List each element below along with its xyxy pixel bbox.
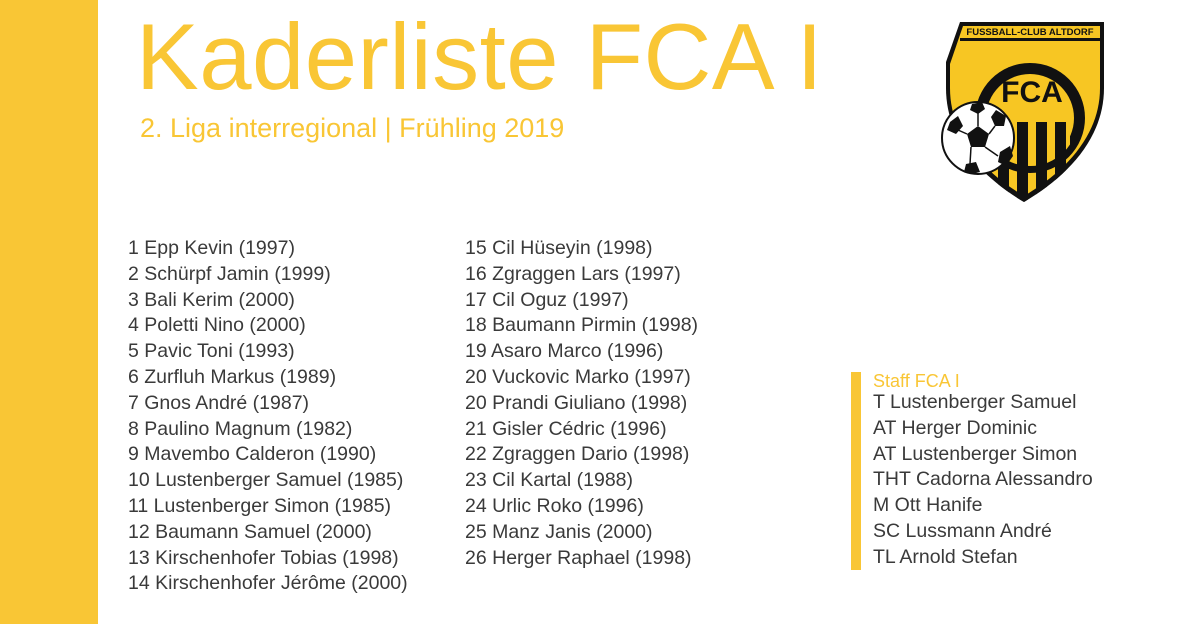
roster-entry: 6 Zurfluh Markus (1989) bbox=[128, 365, 337, 388]
roster-entry: 22 Zgraggen Dario (1998) bbox=[465, 443, 690, 466]
staff-entry: AT Lustenberger Simon bbox=[873, 442, 1078, 465]
staff-entry: SC Lussmann André bbox=[873, 519, 1052, 542]
roster-entry: 2 Schürpf Jamin (1999) bbox=[128, 262, 331, 285]
roster-entry: 14 Kirschenhofer Jérôme (2000) bbox=[128, 572, 408, 595]
staff-heading: Staff FCA I bbox=[873, 371, 960, 391]
staff-entry: THT Cadorna Alessandro bbox=[873, 468, 1093, 491]
roster-column-2: 15 Cil Hüseyin (1998) 16 Zgraggen Lars (… bbox=[465, 236, 698, 571]
roster-entry: 5 Pavic Toni (1993) bbox=[128, 340, 295, 363]
roster-entry: 20 Prandi Giuliano (1998) bbox=[465, 391, 688, 414]
roster-entry: 18 Baumann Pirmin (1998) bbox=[465, 314, 699, 337]
staff-entry: TL Arnold Stefan bbox=[873, 545, 1018, 568]
roster-entry: 23 Cil Kartal (1988) bbox=[465, 469, 633, 492]
roster-entry: 8 Paulino Magnum (1982) bbox=[128, 417, 353, 440]
logo-arc-text: FUSSBALL-CLUB ALTDORF bbox=[966, 27, 1093, 38]
staff-section: Staff FCA I T Lustenberger Samuel AT Her… bbox=[851, 371, 1151, 571]
roster-entry: 17 Cil Oguz (1997) bbox=[465, 288, 629, 311]
roster-entry: 16 Zgraggen Lars (1997) bbox=[465, 262, 681, 285]
roster-entry: 13 Kirschenhofer Tobias (1998) bbox=[128, 546, 399, 569]
roster-entry: 21 Gisler Cédric (1996) bbox=[465, 417, 667, 440]
club-logo: FUSSBALL-CLUB ALTDORF FCA bbox=[938, 18, 1110, 208]
roster-entry: 4 Poletti Nino (2000) bbox=[128, 314, 306, 337]
roster-entry: 19 Asaro Marco (1996) bbox=[465, 340, 664, 363]
roster-entry: 1 Epp Kevin (1997) bbox=[128, 237, 295, 259]
staff-entry: T Lustenberger Samuel bbox=[873, 391, 1077, 413]
left-accent-bar bbox=[0, 0, 98, 624]
roster-entry: 20 Vuckovic Marko (1997) bbox=[465, 365, 691, 388]
roster-entry: 15 Cil Hüseyin (1998) bbox=[465, 237, 653, 259]
roster-entry: 24 Urlic Roko (1996) bbox=[465, 494, 644, 517]
roster-entry: 11 Lustenberger Simon (1985) bbox=[128, 494, 392, 517]
roster-entry: 9 Mavembo Calderon (1990) bbox=[128, 443, 377, 466]
roster-entry: 10 Lustenberger Samuel (1985) bbox=[128, 469, 404, 492]
roster-entry: 12 Baumann Samuel (2000) bbox=[128, 520, 372, 543]
roster-entry: 3 Bali Kerim (2000) bbox=[128, 288, 295, 311]
staff-list: T Lustenberger Samuel AT Herger Dominic … bbox=[873, 390, 1093, 571]
roster-entry: 7 Gnos André (1987) bbox=[128, 391, 310, 414]
logo-monogram: FCA bbox=[1001, 76, 1063, 109]
club-crest-icon: FUSSBALL-CLUB ALTDORF FCA bbox=[941, 22, 1104, 202]
staff-accent-bar bbox=[851, 372, 861, 570]
roster-column-1: 1 Epp Kevin (1997) 2 Schürpf Jamin (1999… bbox=[128, 236, 408, 597]
page-subtitle: 2. Liga interregional | Frühling 2019 bbox=[140, 113, 565, 143]
page-title: Kaderliste FCA I bbox=[136, 4, 824, 109]
staff-entry: AT Herger Dominic bbox=[873, 416, 1037, 439]
soccer-ball-icon bbox=[941, 101, 1015, 175]
staff-entry: M Ott Hanife bbox=[873, 494, 983, 517]
roster-entry: 25 Manz Janis (2000) bbox=[465, 520, 653, 543]
roster-entry: 26 Herger Raphael (1998) bbox=[465, 546, 692, 569]
